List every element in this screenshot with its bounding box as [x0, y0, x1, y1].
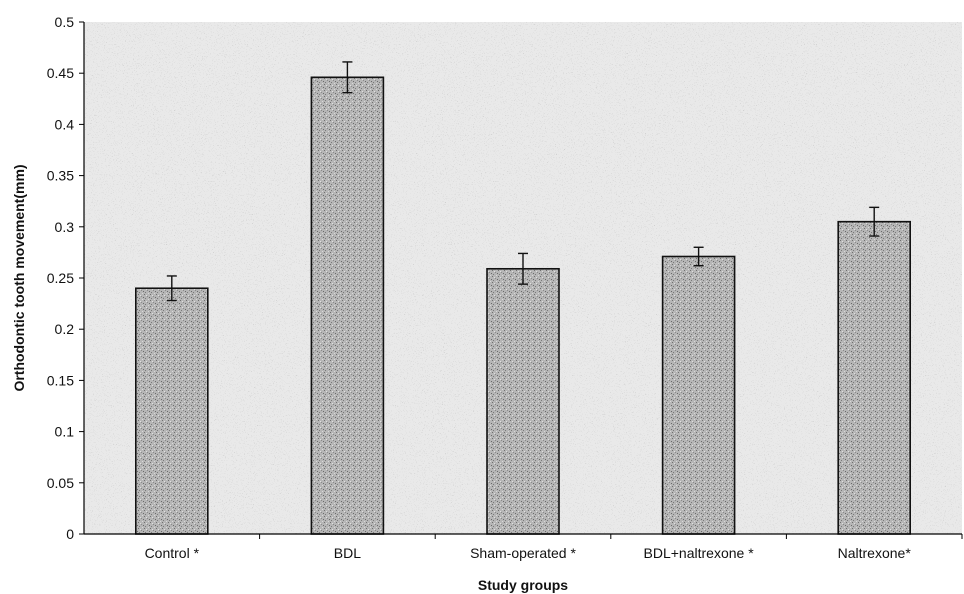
y-tick-label: 0.05: [47, 475, 74, 491]
x-tick-label: Sham-operated *: [470, 545, 576, 561]
bar: [837, 220, 912, 535]
y-tick-label: 0.2: [55, 321, 75, 337]
bar: [661, 255, 736, 535]
x-tick-label: Naltrexone*: [838, 545, 912, 561]
bar: [310, 76, 385, 535]
bar: [135, 287, 209, 535]
y-tick-label: 0.3: [55, 219, 75, 235]
bar: [486, 267, 560, 535]
x-tick-label: Control *: [145, 545, 200, 561]
error-bars-group: [166, 61, 880, 302]
y-tick-label: 0.5: [55, 14, 75, 30]
y-axis-title: Orthodontic tooth movement(mm): [11, 164, 27, 391]
y-tick-label: 0.35: [47, 168, 74, 184]
y-tick-label: 0.15: [47, 372, 74, 388]
y-tick-label: 0.4: [55, 116, 75, 132]
y-tick-label: 0: [66, 526, 74, 542]
y-tick-label: 0.25: [47, 270, 74, 286]
x-tick-label: BDL+naltrexone *: [644, 545, 755, 561]
y-ticks-group: 0 0.05 0.1 0.15 0.2 0.25 0.3 0.35 0.4 0.45 0.5: [47, 14, 84, 542]
x-axis-title: Study groups: [478, 577, 568, 593]
x-tick-label: BDL: [334, 545, 361, 561]
y-tick-label: 0.45: [47, 65, 74, 81]
y-tick-label: 0.1: [55, 424, 75, 440]
x-ticks-group: Control * BDL Sham-operated * BDL+naltrexon…: [145, 534, 963, 561]
